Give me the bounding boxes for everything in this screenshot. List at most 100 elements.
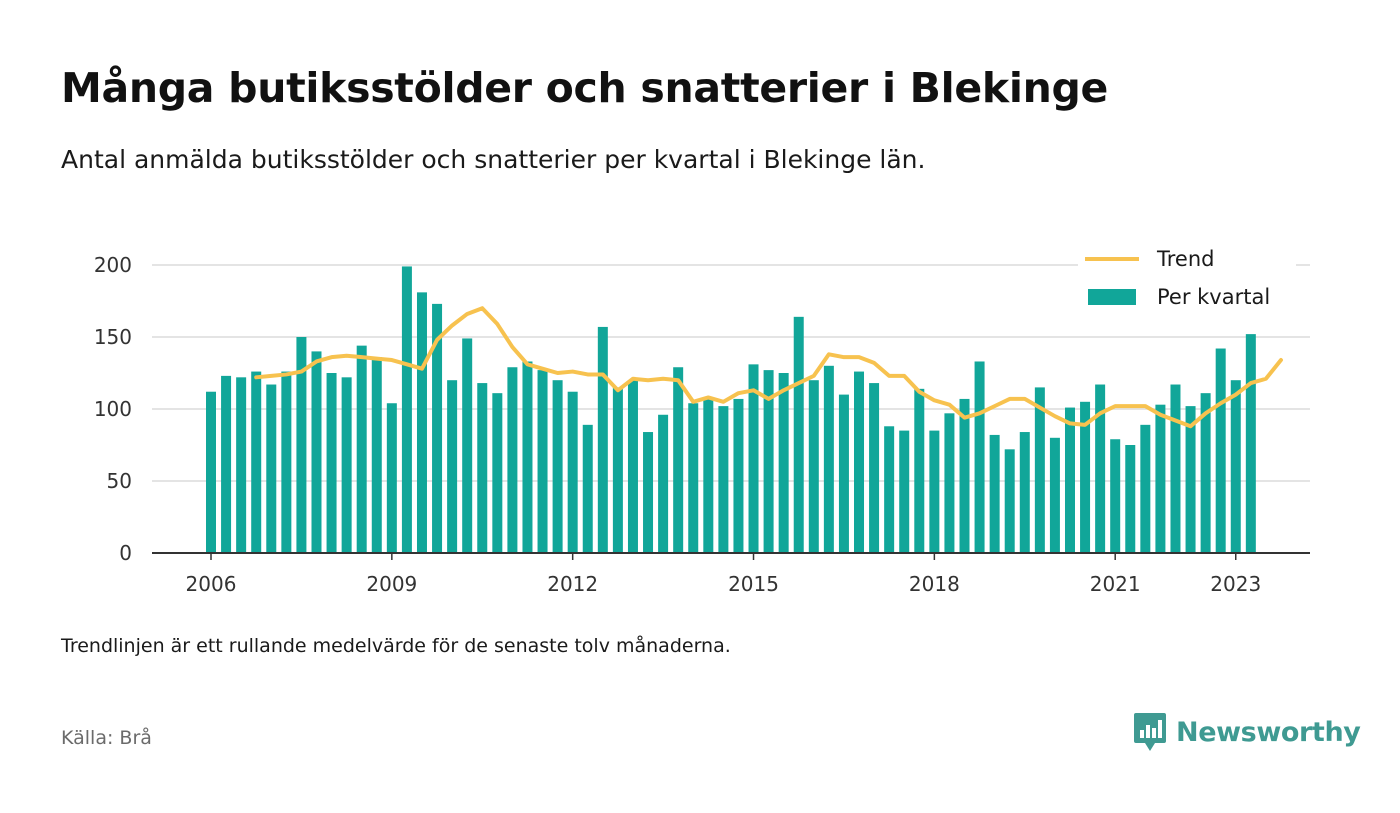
bar bbox=[1080, 401, 1091, 553]
bar bbox=[326, 373, 337, 553]
bar bbox=[884, 426, 895, 553]
bar bbox=[1004, 449, 1015, 553]
brand-name: Newsworthy bbox=[1176, 716, 1361, 748]
y-tick-label: 0 bbox=[119, 541, 132, 565]
legend-label-trend: Trend bbox=[1156, 247, 1214, 271]
bar bbox=[778, 373, 789, 553]
trend-series bbox=[254, 306, 1283, 429]
bar bbox=[537, 370, 548, 553]
bar bbox=[1095, 384, 1106, 553]
bar bbox=[507, 367, 518, 553]
bar bbox=[1170, 384, 1181, 553]
bar bbox=[1064, 407, 1075, 553]
x-tick-label: 2009 bbox=[366, 572, 417, 596]
x-tick-label: 2018 bbox=[909, 572, 960, 596]
newsworthy-logo-icon bbox=[1134, 713, 1166, 751]
bar bbox=[416, 292, 427, 553]
bar bbox=[492, 393, 503, 553]
bar bbox=[266, 384, 277, 553]
bar bbox=[899, 430, 910, 553]
bar bbox=[612, 387, 623, 553]
bar bbox=[1155, 404, 1166, 553]
y-tick-label: 200 bbox=[94, 253, 132, 277]
bar bbox=[748, 364, 759, 553]
x-axis: 2006 2009 2012 2015 2018 2021 2023 bbox=[186, 553, 1261, 596]
bar bbox=[733, 398, 744, 553]
bar bbox=[643, 432, 654, 553]
legend-swatch-bars bbox=[1088, 289, 1136, 305]
bar bbox=[974, 361, 985, 553]
bar bbox=[1019, 432, 1030, 553]
bar bbox=[236, 377, 247, 553]
bar bbox=[1185, 406, 1196, 553]
bar bbox=[462, 338, 473, 553]
legend: Trend Per kvartal bbox=[1078, 240, 1296, 320]
legend-label-bars: Per kvartal bbox=[1157, 285, 1270, 309]
trend-line bbox=[254, 306, 1283, 429]
x-tick-label: 2015 bbox=[728, 572, 779, 596]
bar bbox=[447, 380, 458, 553]
bar bbox=[281, 371, 292, 553]
bar bbox=[1034, 387, 1045, 553]
x-tick-label: 2021 bbox=[1090, 572, 1141, 596]
bar bbox=[311, 351, 322, 553]
bar bbox=[959, 398, 970, 553]
bar bbox=[718, 406, 729, 553]
bar bbox=[929, 430, 940, 553]
chart-title: Många butiksstölder och snatterier i Ble… bbox=[61, 64, 1109, 112]
bar bbox=[944, 413, 955, 553]
bar bbox=[251, 371, 262, 553]
source-label: Källa: Brå bbox=[61, 727, 152, 749]
brand-logo: Newsworthy bbox=[1133, 712, 1361, 752]
bar bbox=[206, 391, 216, 553]
bar bbox=[1125, 445, 1136, 553]
x-tick-label: 2012 bbox=[547, 572, 598, 596]
bar bbox=[1200, 393, 1211, 553]
bar bbox=[432, 303, 443, 553]
bar bbox=[838, 394, 849, 553]
legend-background bbox=[1078, 240, 1296, 320]
bar bbox=[296, 337, 307, 553]
y-tick-label: 50 bbox=[107, 469, 132, 493]
bar bbox=[914, 388, 925, 553]
bar bbox=[793, 316, 804, 553]
x-tick-label: 2006 bbox=[186, 572, 237, 596]
bar bbox=[688, 403, 699, 553]
bar bbox=[808, 380, 819, 553]
bar bbox=[673, 367, 684, 553]
y-axis: 0 50 100 150 200 bbox=[94, 253, 132, 565]
bar bbox=[597, 326, 608, 553]
bar bbox=[658, 414, 669, 553]
bar bbox=[1110, 439, 1121, 553]
chart-subtitle: Antal anmälda butiksstölder och snatteri… bbox=[61, 145, 926, 174]
chart-note: Trendlinjen är ett rullande medelvärde f… bbox=[61, 635, 731, 657]
bar bbox=[221, 375, 232, 553]
bar bbox=[341, 377, 352, 553]
bar bbox=[371, 357, 382, 553]
bar bbox=[1245, 334, 1256, 553]
bar bbox=[869, 383, 880, 553]
bar bbox=[763, 370, 774, 553]
bar bbox=[823, 365, 834, 553]
bar bbox=[1230, 380, 1241, 553]
bar-series bbox=[206, 266, 1256, 553]
bar bbox=[567, 391, 578, 553]
bar bbox=[1049, 437, 1060, 553]
bar bbox=[477, 383, 488, 553]
bar bbox=[1140, 424, 1151, 553]
bar bbox=[522, 361, 533, 553]
bar bbox=[386, 403, 397, 553]
bar bbox=[401, 266, 412, 553]
y-tick-label: 100 bbox=[94, 397, 132, 421]
bar bbox=[356, 345, 367, 553]
bar bbox=[703, 397, 714, 553]
bar bbox=[552, 380, 563, 553]
y-tick-label: 150 bbox=[94, 325, 132, 349]
bar bbox=[989, 434, 1000, 553]
bar bbox=[627, 380, 638, 553]
x-tick-label: 2023 bbox=[1210, 572, 1261, 596]
bar bbox=[854, 371, 865, 553]
bar bbox=[582, 424, 593, 553]
bar bbox=[1215, 348, 1226, 553]
